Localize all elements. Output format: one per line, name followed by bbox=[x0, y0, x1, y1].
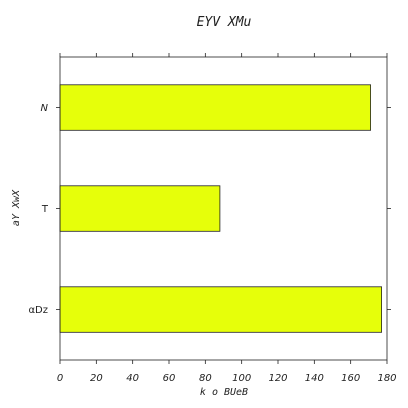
x-tick-label: 180 bbox=[377, 373, 396, 384]
x-tick-label: 60 bbox=[163, 373, 176, 384]
category-label: αDz bbox=[28, 305, 48, 316]
x-tick-label: 160 bbox=[341, 373, 360, 384]
bar bbox=[59, 185, 221, 232]
chart-title: EYV XMu bbox=[197, 15, 252, 30]
y-axis-label: aY XwX bbox=[11, 189, 22, 226]
x-tick-label: 140 bbox=[305, 373, 324, 384]
x-tick-label: 0 bbox=[57, 373, 63, 384]
category-label: T bbox=[41, 204, 49, 215]
x-axis-label: k o BUeB bbox=[200, 387, 248, 398]
x-tick-label: 80 bbox=[199, 373, 212, 384]
x-tick-label: 20 bbox=[90, 373, 103, 384]
x-tick-label: 100 bbox=[232, 373, 251, 384]
x-tick-label: 120 bbox=[268, 373, 287, 384]
bar bbox=[59, 286, 383, 333]
bar bbox=[59, 84, 372, 131]
x-tick-label: 40 bbox=[126, 373, 139, 384]
category-label: N bbox=[41, 103, 49, 114]
